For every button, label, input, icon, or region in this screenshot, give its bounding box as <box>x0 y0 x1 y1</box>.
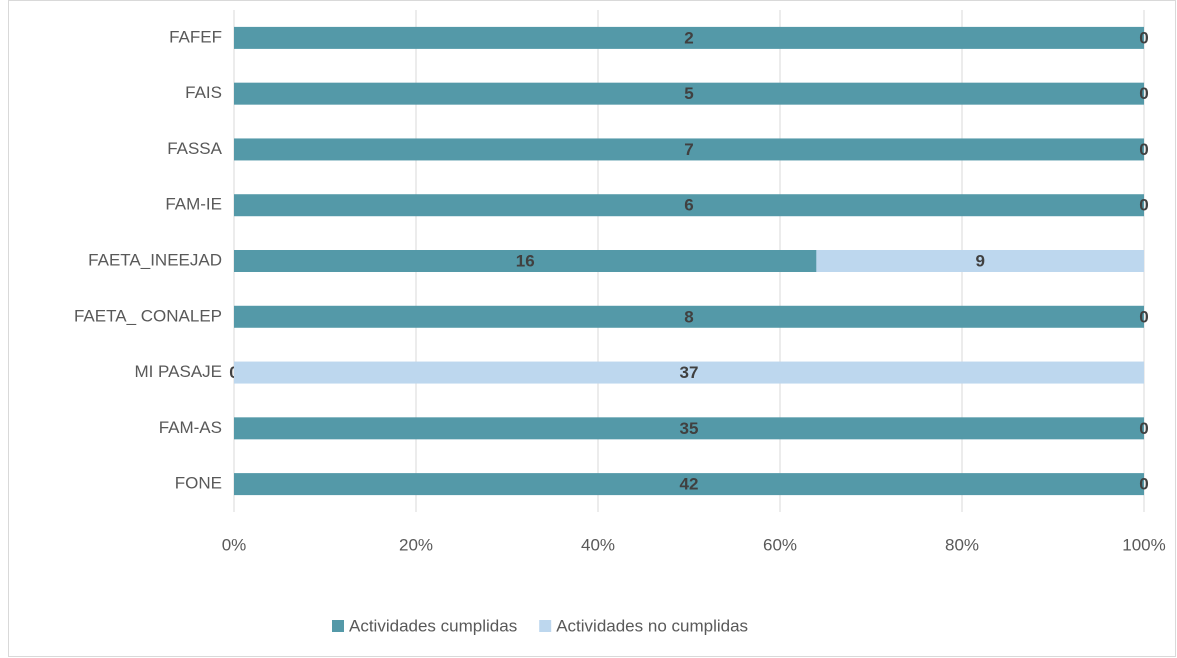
data-label: 0 <box>1139 307 1148 326</box>
chart-frame <box>8 0 1176 657</box>
y-tick-label: FASSA <box>167 139 222 158</box>
legend-label: Actividades cumplidas <box>349 616 517 635</box>
bar-segment <box>234 194 1144 217</box>
bar-segment <box>234 305 1144 328</box>
x-tick-label: 0% <box>222 535 247 554</box>
data-label: 37 <box>680 363 699 382</box>
data-label: 16 <box>516 251 535 270</box>
y-tick-label: FAM-IE <box>165 195 222 214</box>
y-tick-label: FAETA_ CONALEP <box>74 306 222 325</box>
x-tick-label: 40% <box>581 535 615 554</box>
legend-swatch <box>332 620 344 632</box>
data-label: 0 <box>1139 196 1148 215</box>
x-tick-label: 80% <box>945 535 979 554</box>
y-tick-label: FAIS <box>185 83 222 102</box>
data-label: 0 <box>1139 84 1148 103</box>
data-label: 0 <box>1139 28 1148 47</box>
bar-segment <box>234 82 1144 105</box>
bar-segment <box>234 361 1144 384</box>
bar-segment <box>234 138 1144 161</box>
data-label: 42 <box>680 475 699 494</box>
y-tick-label: FONE <box>175 474 222 493</box>
data-label: 5 <box>684 84 693 103</box>
data-label: 6 <box>684 196 693 215</box>
x-tick-label: 100% <box>1122 535 1165 554</box>
data-label: 2 <box>684 28 693 47</box>
x-tick-label: 60% <box>763 535 797 554</box>
bar-segment <box>234 417 1144 440</box>
bar-segment <box>234 473 1144 496</box>
data-label: 0 <box>1139 475 1148 494</box>
bar-segment <box>816 250 1144 272</box>
y-tick-label: MI PASAJE <box>134 362 222 381</box>
y-tick-label: FAETA_INEEJAD <box>88 250 222 269</box>
data-label: 0 <box>1139 140 1148 159</box>
data-label: 9 <box>975 251 984 270</box>
legend-label: Actividades no cumplidas <box>556 616 748 635</box>
y-tick-label: FAFEF <box>169 27 222 46</box>
bar-segment <box>234 250 817 272</box>
x-tick-label: 20% <box>399 535 433 554</box>
y-tick-label: FAM-AS <box>159 418 222 437</box>
bar-segment <box>234 26 1144 49</box>
data-label: 8 <box>684 307 693 326</box>
data-label: 35 <box>680 419 699 438</box>
data-label: 0 <box>1139 419 1148 438</box>
legend-swatch <box>539 620 552 632</box>
data-label: 7 <box>684 140 693 159</box>
